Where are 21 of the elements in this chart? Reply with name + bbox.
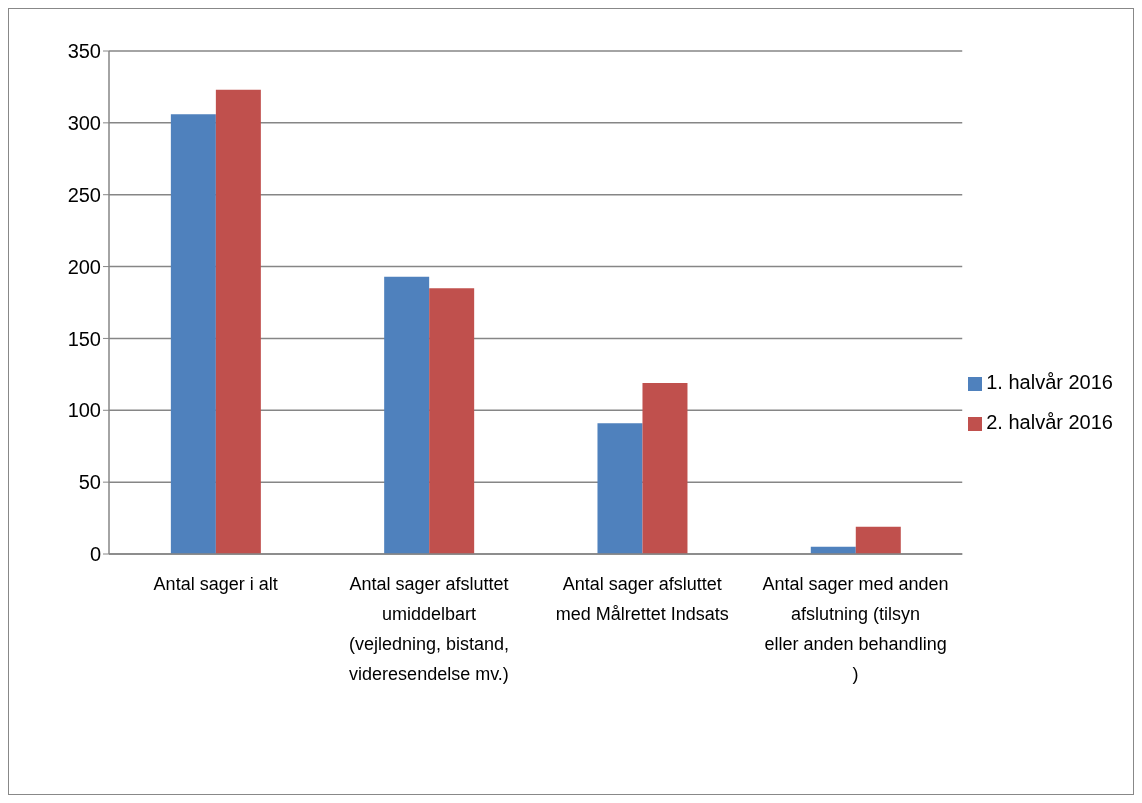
y-tick-label: 300 — [67, 111, 101, 134]
y-tick-label: 200 — [67, 255, 101, 278]
bar — [170, 114, 216, 554]
bar — [215, 89, 261, 554]
y-tick-label: 100 — [67, 399, 101, 422]
bar — [597, 423, 643, 554]
x-tick-label: Antal sager afsluttet umiddelbart (vejledning, bistand, videresendelse mv.) — [348, 574, 510, 684]
bar — [855, 526, 901, 554]
y-tick-label: 150 — [67, 327, 101, 350]
y-tick-label: 250 — [67, 183, 101, 206]
x-tick-label: Antal sager afsluttet med Målrettet Indsats — [555, 574, 729, 624]
bar — [384, 276, 430, 554]
x-tick-label: Antal sager med anden afslutning (tilsyn eller anden behandling ) — [762, 574, 949, 684]
y-tick-label: 50 — [78, 471, 101, 494]
y-tick-label: 0 — [89, 543, 101, 566]
y-tick-label: 350 — [67, 40, 101, 63]
bar — [642, 382, 688, 554]
x-tick-label: Antal sager i alt — [153, 574, 278, 594]
bar — [429, 288, 475, 554]
legend-label: 1. halvår 2016 — [986, 370, 1113, 393]
legend-label: 2. halvår 2016 — [986, 410, 1113, 433]
